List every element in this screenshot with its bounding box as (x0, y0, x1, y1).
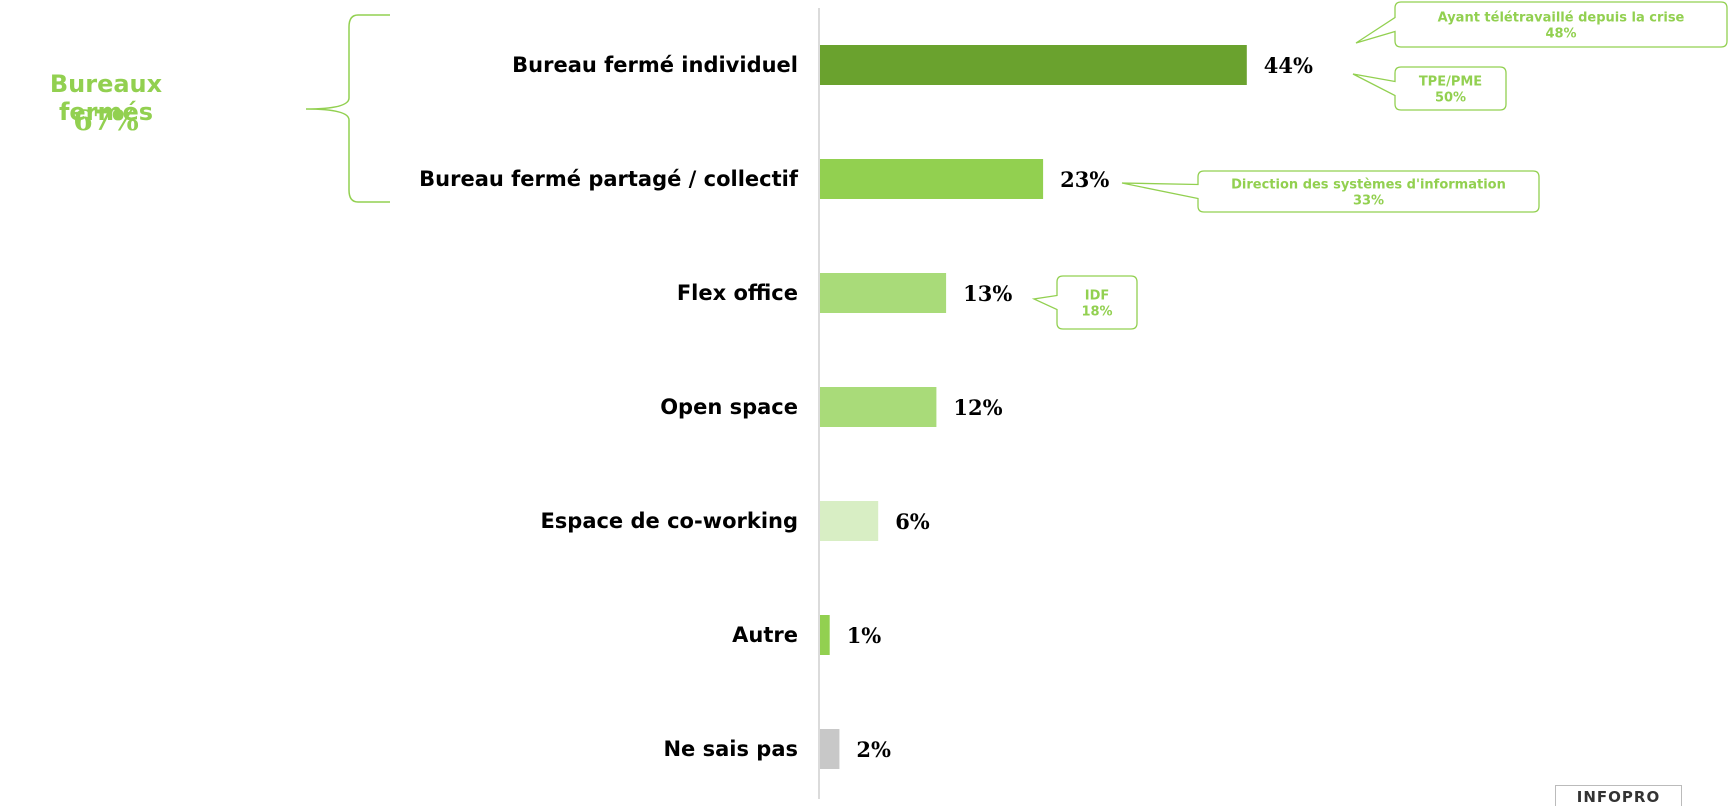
value-label-autre: 1% (847, 623, 882, 648)
category-label-ne-sais-pas: Ne sais pas (663, 737, 798, 761)
brand-logo: INFOPRO (1555, 785, 1682, 806)
bar-autre (820, 615, 830, 655)
group-title: Bureaux fermés (49, 70, 163, 126)
value-label-bureau-ferme-partage-collectif: 23% (1060, 167, 1109, 192)
callout-value: 50% (1435, 91, 1466, 106)
category-label-autre: Autre (732, 623, 798, 647)
category-label-espace-de-co-working: Espace de co-working (540, 509, 798, 533)
bar-open-space (820, 387, 937, 427)
bars (820, 45, 1247, 769)
category-label-bureau-ferme-partage-collectif: Bureau fermé partagé / collectif (419, 167, 799, 191)
category-label-flex-office: Flex office (677, 281, 798, 305)
value-labels: 44% 23% 13% 12% 6% 1% 2% (847, 53, 1313, 762)
callout-box (1121, 170, 1540, 213)
bar-bureau-ferme-partage-collectif (820, 159, 1044, 199)
value-label-espace-de-co-working: 6% (895, 509, 930, 534)
callout-label: Ayant télétravaillé depuis la crise (1438, 11, 1685, 26)
bar-ne-sais-pas (820, 729, 840, 769)
value-label-flex-office: 13% (963, 281, 1012, 306)
callout-value: 33% (1353, 194, 1384, 209)
bar-flex-office (820, 273, 947, 313)
callout-value: 18% (1081, 305, 1112, 320)
group-brace (305, 14, 390, 203)
callout-value: 48% (1545, 27, 1576, 42)
callout-label: TPE/PME (1419, 75, 1482, 90)
callout-label: Direction des systèmes d'information (1231, 178, 1506, 193)
category-label-bureau-ferme-individuel: Bureau fermé individuel (512, 53, 798, 77)
category-label-open-space: Open space (660, 395, 798, 419)
callout-box (1031, 275, 1138, 330)
callout-box (1355, 1, 1728, 48)
group-value: 67% (73, 104, 139, 137)
value-label-bureau-ferme-individuel: 44% (1264, 53, 1313, 78)
bar-bureau-ferme-individuel (820, 45, 1247, 85)
value-label-ne-sais-pas: 2% (856, 737, 891, 762)
callout-label: IDF (1085, 289, 1110, 304)
value-label-open-space: 12% (953, 395, 1002, 420)
bar-espace-de-co-working (820, 501, 879, 541)
callout-box (1352, 66, 1507, 111)
category-labels: Bureau fermé individuel Bureau fermé part… (419, 53, 799, 761)
